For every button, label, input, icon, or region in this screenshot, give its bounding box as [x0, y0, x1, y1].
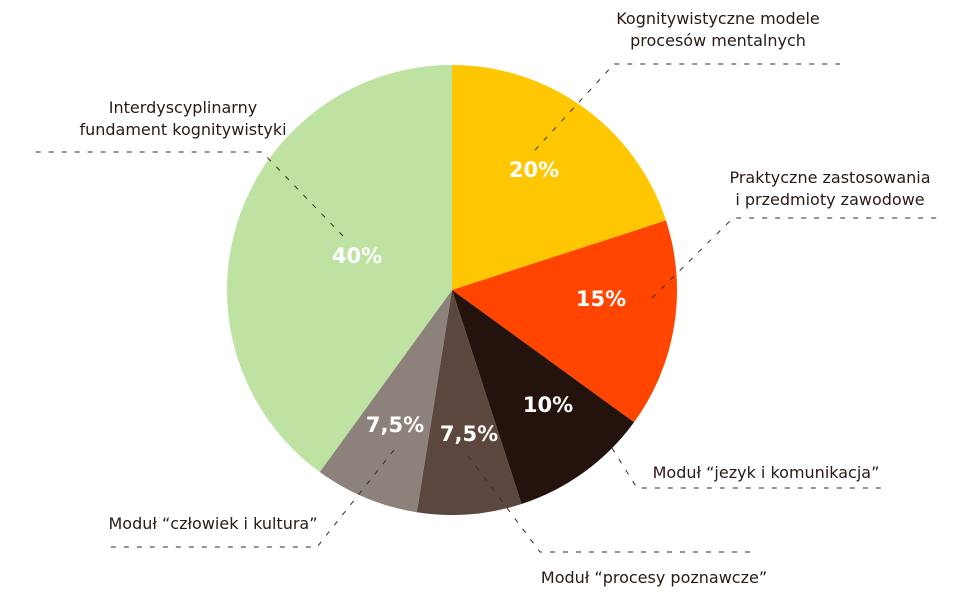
leader-lines	[35, 63, 940, 553]
percent-label: 7,5%	[440, 422, 498, 446]
percent-label: 15%	[576, 287, 626, 311]
leader-line	[611, 447, 885, 489]
percent-label: 10%	[523, 393, 573, 417]
leader-line	[467, 455, 752, 553]
leader-line	[651, 217, 940, 299]
category-label: Interdyscyplinarny fundament kognitywisty…	[79, 98, 286, 139]
pie-slice	[319, 290, 452, 513]
category-labels: Kognitywistyczne modele procesów mentalny…	[79, 9, 930, 587]
pie-slice	[452, 65, 666, 290]
category-label: Moduł “jezyk i komunikacja”	[653, 463, 880, 482]
pie-slice	[452, 220, 678, 423]
category-label: Moduł “procesy poznawcze”	[541, 568, 767, 587]
category-label: Kognitywistyczne modele procesów mentalny…	[616, 9, 820, 50]
category-label: Moduł “człowiek i kultura”	[108, 514, 317, 533]
percent-label: 7,5%	[366, 413, 424, 437]
percent-label: 20%	[509, 158, 559, 182]
category-label: Praktyczne zastosowania i przedmioty zawo…	[729, 168, 930, 209]
percent-label: 40%	[332, 244, 382, 268]
percent-labels: 20% 15% 10% 7,5% 7,5% 40%	[332, 158, 626, 446]
leader-line	[110, 449, 395, 548]
pie-slices	[227, 65, 678, 516]
pie-slice	[416, 290, 522, 516]
pie-slice	[227, 65, 452, 473]
pie-slice	[452, 290, 635, 504]
